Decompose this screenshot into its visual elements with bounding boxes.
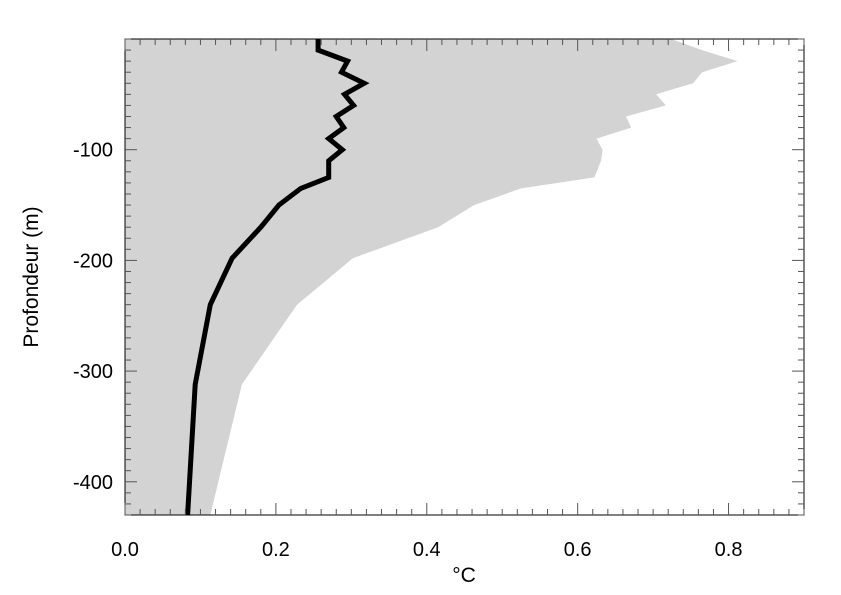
x-tick-label: 0.4 xyxy=(413,539,441,561)
x-tick-label: 0.8 xyxy=(715,539,743,561)
y-axis-title: Profondeur (m) xyxy=(20,206,43,347)
x-tick-label: 0.0 xyxy=(111,539,139,561)
mean-profile-line xyxy=(185,39,370,516)
minor-ticks xyxy=(124,38,805,516)
y-tick-label: -400 xyxy=(73,472,113,494)
y-tick-label: -300 xyxy=(73,361,113,383)
y-tick-label: -200 xyxy=(73,250,113,272)
spread-band xyxy=(125,39,738,515)
y-tick-label: -100 xyxy=(73,140,113,162)
x-axis-labels: 0.0 0.2 0.4 0.6 0.8 xyxy=(111,539,742,561)
x-tick-label: 0.6 xyxy=(564,539,592,561)
plot-frame xyxy=(124,38,805,516)
plot-area xyxy=(124,38,805,516)
y-axis-labels: -100 -200 -300 -400 xyxy=(73,140,113,494)
x-tick-label: 0.2 xyxy=(262,539,290,561)
x-axis-title: °C xyxy=(452,564,476,587)
